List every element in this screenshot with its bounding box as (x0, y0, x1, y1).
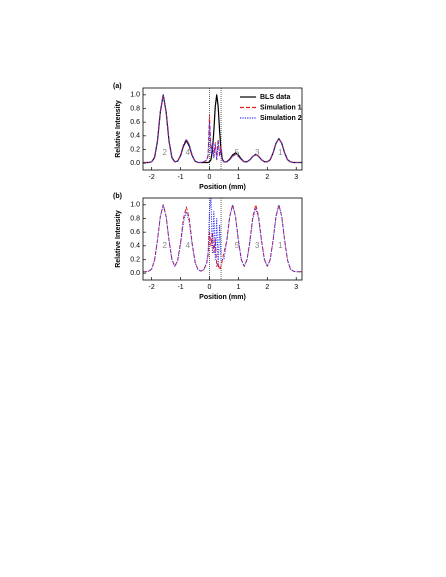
y-tick-label: 0.2 (130, 256, 140, 263)
annotation: 1 (278, 148, 283, 157)
y-tick-label: 1.0 (130, 202, 140, 209)
annotation: 4 (186, 241, 191, 250)
panel-label: (a) (113, 83, 122, 90)
legend-label: Simulation 2 (260, 115, 302, 122)
y-tick-label: 1.0 (130, 92, 140, 99)
y-tick-label: 0.4 (130, 133, 140, 140)
plot-frame (142, 87, 303, 171)
x-tick-label: 0 (208, 284, 212, 291)
legend-label: BLS data (260, 94, 290, 101)
annotation: 5 (235, 241, 240, 250)
y-tick-label: 0.8 (130, 105, 140, 112)
annotation: 5 (235, 148, 240, 157)
x-tick-label: -2 (149, 174, 155, 181)
series-line (143, 198, 302, 273)
x-tick-label: 1 (236, 174, 240, 181)
plot-area (143, 88, 302, 170)
x-tick-label: -1 (177, 174, 183, 181)
annotation: 1 (278, 241, 283, 250)
y-tick-label: 0.2 (130, 146, 140, 153)
y-tick-label: 0.4 (130, 243, 140, 250)
x-tick-label: 3 (294, 174, 298, 181)
y-tick-label: 0.6 (130, 229, 140, 236)
plot-area (143, 198, 302, 280)
y-axis-label: Relative Intensity (115, 100, 122, 158)
y-tick-label: 0.0 (130, 270, 140, 277)
annotation: 2 (162, 148, 167, 157)
x-axis-label: Position (mm) (199, 184, 246, 191)
annotation: 3 (255, 241, 260, 250)
x-tick-label: 2 (265, 174, 269, 181)
legend-label: Simulation 1 (260, 104, 302, 111)
annotation: 4 (186, 148, 191, 157)
x-axis-label: Position (mm) (199, 294, 246, 301)
x-tick-label: -2 (149, 284, 155, 291)
annotation: 2 (162, 241, 167, 250)
annotation: 3 (255, 148, 260, 157)
x-tick-label: 0 (208, 174, 212, 181)
y-tick-label: 0.0 (130, 160, 140, 167)
series-line (143, 94, 302, 163)
y-axis-label: Relative Intensity (115, 210, 122, 268)
plot-frame (142, 197, 303, 281)
x-tick-label: 2 (265, 284, 269, 291)
series-line (143, 204, 302, 273)
x-tick-label: 3 (294, 284, 298, 291)
x-tick-label: -1 (177, 284, 183, 291)
panel-label: (b) (113, 193, 122, 200)
x-tick-label: 1 (236, 284, 240, 291)
y-tick-label: 0.8 (130, 215, 140, 222)
y-tick-label: 0.6 (130, 119, 140, 126)
